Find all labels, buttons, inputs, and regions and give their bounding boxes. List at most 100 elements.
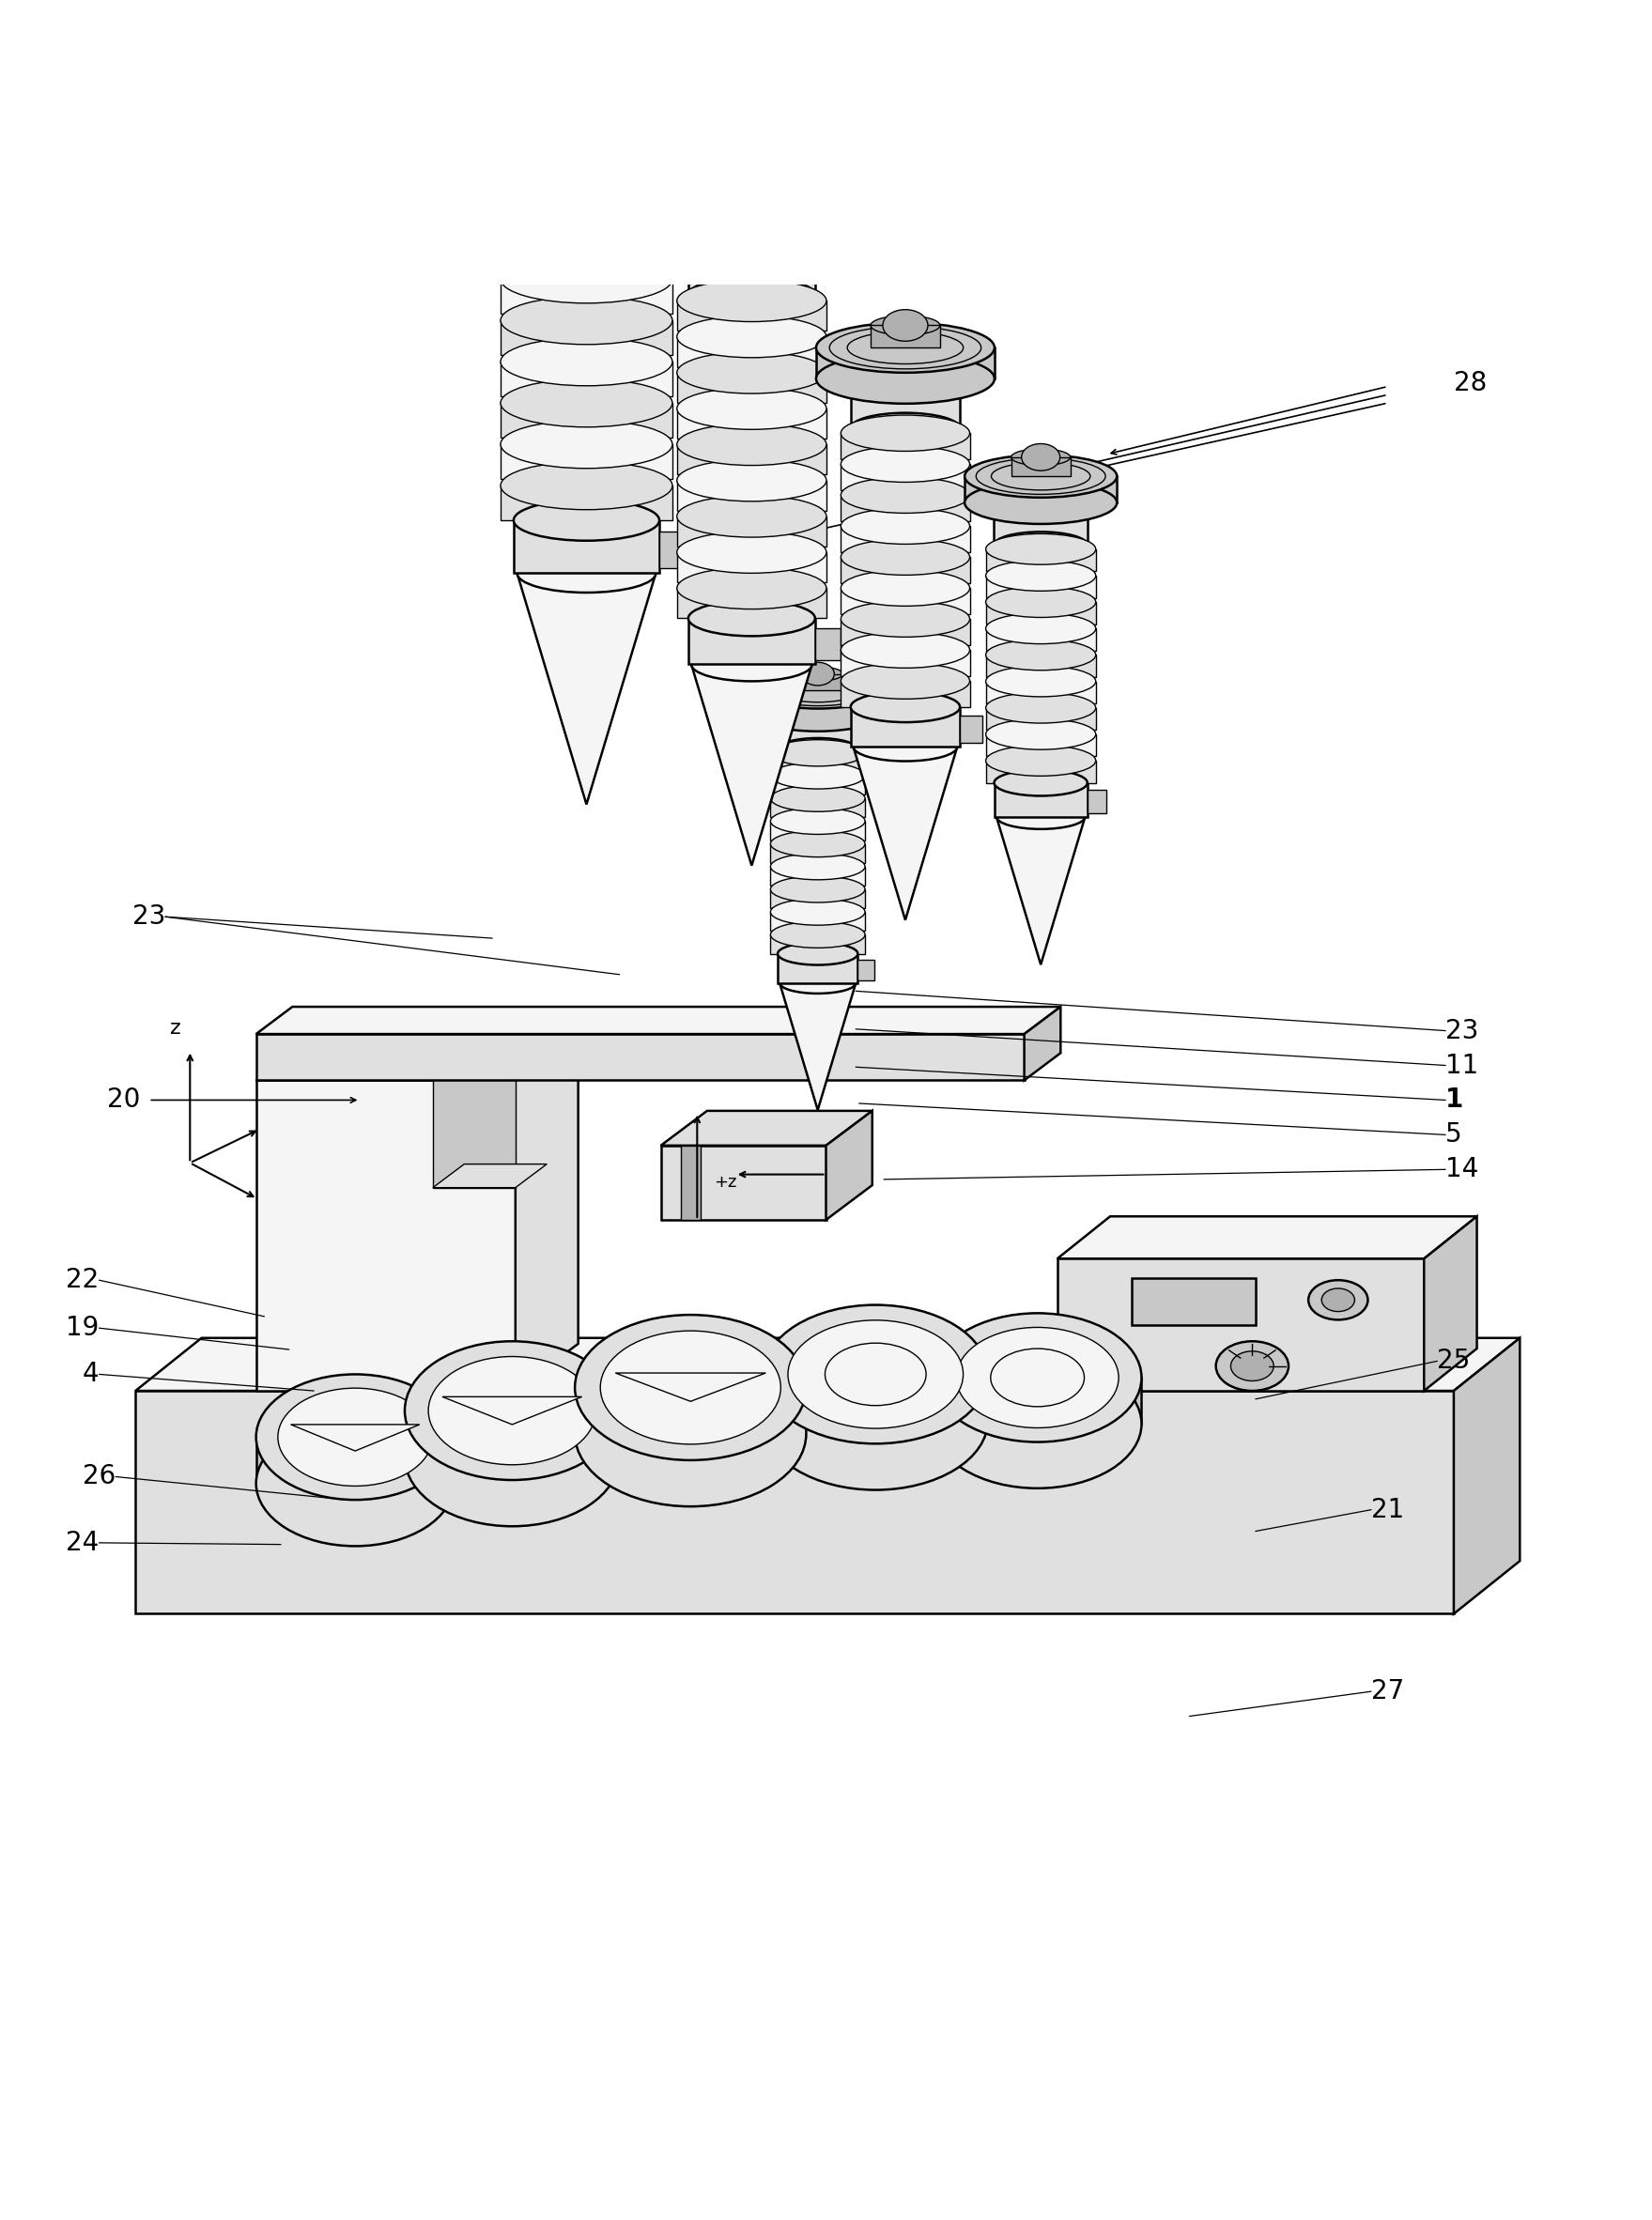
Ellipse shape	[691, 648, 813, 682]
Ellipse shape	[575, 1314, 806, 1461]
Polygon shape	[995, 784, 1087, 817]
Polygon shape	[770, 775, 866, 795]
Ellipse shape	[770, 877, 866, 904]
Ellipse shape	[725, 158, 778, 193]
Polygon shape	[256, 1436, 454, 1483]
Ellipse shape	[752, 695, 884, 730]
Polygon shape	[841, 650, 970, 675]
Polygon shape	[841, 682, 970, 706]
Ellipse shape	[1322, 1288, 1355, 1312]
Polygon shape	[677, 588, 826, 619]
Polygon shape	[468, 42, 705, 82]
Ellipse shape	[780, 972, 856, 995]
Ellipse shape	[841, 508, 970, 544]
Polygon shape	[501, 280, 672, 313]
Ellipse shape	[965, 482, 1117, 524]
Ellipse shape	[841, 571, 970, 606]
Ellipse shape	[986, 613, 1095, 644]
Ellipse shape	[557, 0, 616, 33]
Ellipse shape	[501, 380, 672, 426]
Ellipse shape	[752, 673, 884, 708]
Ellipse shape	[405, 1388, 620, 1527]
Ellipse shape	[501, 131, 672, 180]
Polygon shape	[659, 533, 689, 568]
Polygon shape	[433, 1163, 547, 1188]
Ellipse shape	[851, 413, 960, 444]
Text: z: z	[170, 1019, 182, 1037]
Polygon shape	[256, 1032, 578, 1081]
Polygon shape	[443, 1396, 582, 1425]
Polygon shape	[826, 1110, 872, 1219]
Polygon shape	[256, 1081, 515, 1390]
Polygon shape	[995, 502, 1087, 544]
Ellipse shape	[841, 415, 970, 451]
Polygon shape	[615, 1372, 765, 1401]
Polygon shape	[540, 11, 633, 42]
Polygon shape	[1454, 1339, 1520, 1614]
Text: 4: 4	[83, 1361, 99, 1388]
Polygon shape	[256, 1035, 1024, 1081]
Ellipse shape	[986, 639, 1095, 670]
Polygon shape	[291, 1425, 420, 1452]
Polygon shape	[841, 464, 970, 491]
Polygon shape	[661, 1146, 826, 1219]
Polygon shape	[778, 955, 857, 983]
Text: 26: 26	[83, 1463, 116, 1490]
Polygon shape	[841, 588, 970, 615]
Polygon shape	[501, 362, 672, 397]
Ellipse shape	[1216, 1341, 1289, 1390]
Ellipse shape	[995, 491, 1087, 515]
Polygon shape	[986, 761, 1095, 784]
Polygon shape	[770, 844, 866, 864]
Ellipse shape	[793, 666, 843, 682]
Polygon shape	[517, 573, 656, 804]
Ellipse shape	[501, 255, 672, 304]
Polygon shape	[1024, 1006, 1061, 1081]
Polygon shape	[1087, 790, 1107, 813]
Text: 28: 28	[1454, 371, 1487, 397]
Text: 22: 22	[66, 1268, 99, 1294]
Text: 25: 25	[1437, 1348, 1470, 1374]
Ellipse shape	[816, 322, 995, 373]
Text: +z: +z	[714, 1174, 737, 1192]
Ellipse shape	[986, 693, 1095, 724]
Ellipse shape	[986, 559, 1095, 591]
Ellipse shape	[501, 213, 672, 262]
Polygon shape	[575, 1388, 806, 1434]
Polygon shape	[763, 1374, 988, 1421]
Polygon shape	[986, 628, 1095, 650]
Ellipse shape	[986, 533, 1095, 564]
Ellipse shape	[841, 664, 970, 699]
Polygon shape	[135, 1390, 1454, 1614]
Polygon shape	[661, 1110, 872, 1146]
Ellipse shape	[278, 1388, 433, 1485]
Ellipse shape	[995, 533, 1087, 557]
Text: 23: 23	[1446, 1017, 1479, 1043]
Polygon shape	[986, 655, 1095, 677]
Text: 19: 19	[66, 1314, 99, 1341]
Ellipse shape	[677, 388, 826, 428]
Ellipse shape	[801, 662, 834, 686]
Polygon shape	[770, 821, 866, 839]
Ellipse shape	[986, 746, 1095, 777]
Ellipse shape	[841, 602, 970, 637]
Ellipse shape	[854, 733, 958, 761]
Ellipse shape	[770, 786, 866, 813]
Text: 5: 5	[1446, 1121, 1462, 1148]
Ellipse shape	[540, 0, 633, 24]
Ellipse shape	[778, 737, 857, 761]
Ellipse shape	[1021, 444, 1061, 471]
Ellipse shape	[851, 693, 960, 722]
Ellipse shape	[256, 1374, 454, 1501]
Text: 21: 21	[1371, 1496, 1404, 1523]
Ellipse shape	[514, 500, 659, 542]
Text: 27: 27	[1371, 1678, 1404, 1705]
Ellipse shape	[995, 770, 1087, 795]
Polygon shape	[677, 444, 826, 475]
Polygon shape	[814, 628, 841, 659]
Polygon shape	[501, 320, 672, 355]
Polygon shape	[770, 799, 866, 817]
Ellipse shape	[816, 353, 995, 404]
Text: 11: 11	[1446, 1052, 1479, 1079]
Ellipse shape	[405, 1341, 620, 1481]
